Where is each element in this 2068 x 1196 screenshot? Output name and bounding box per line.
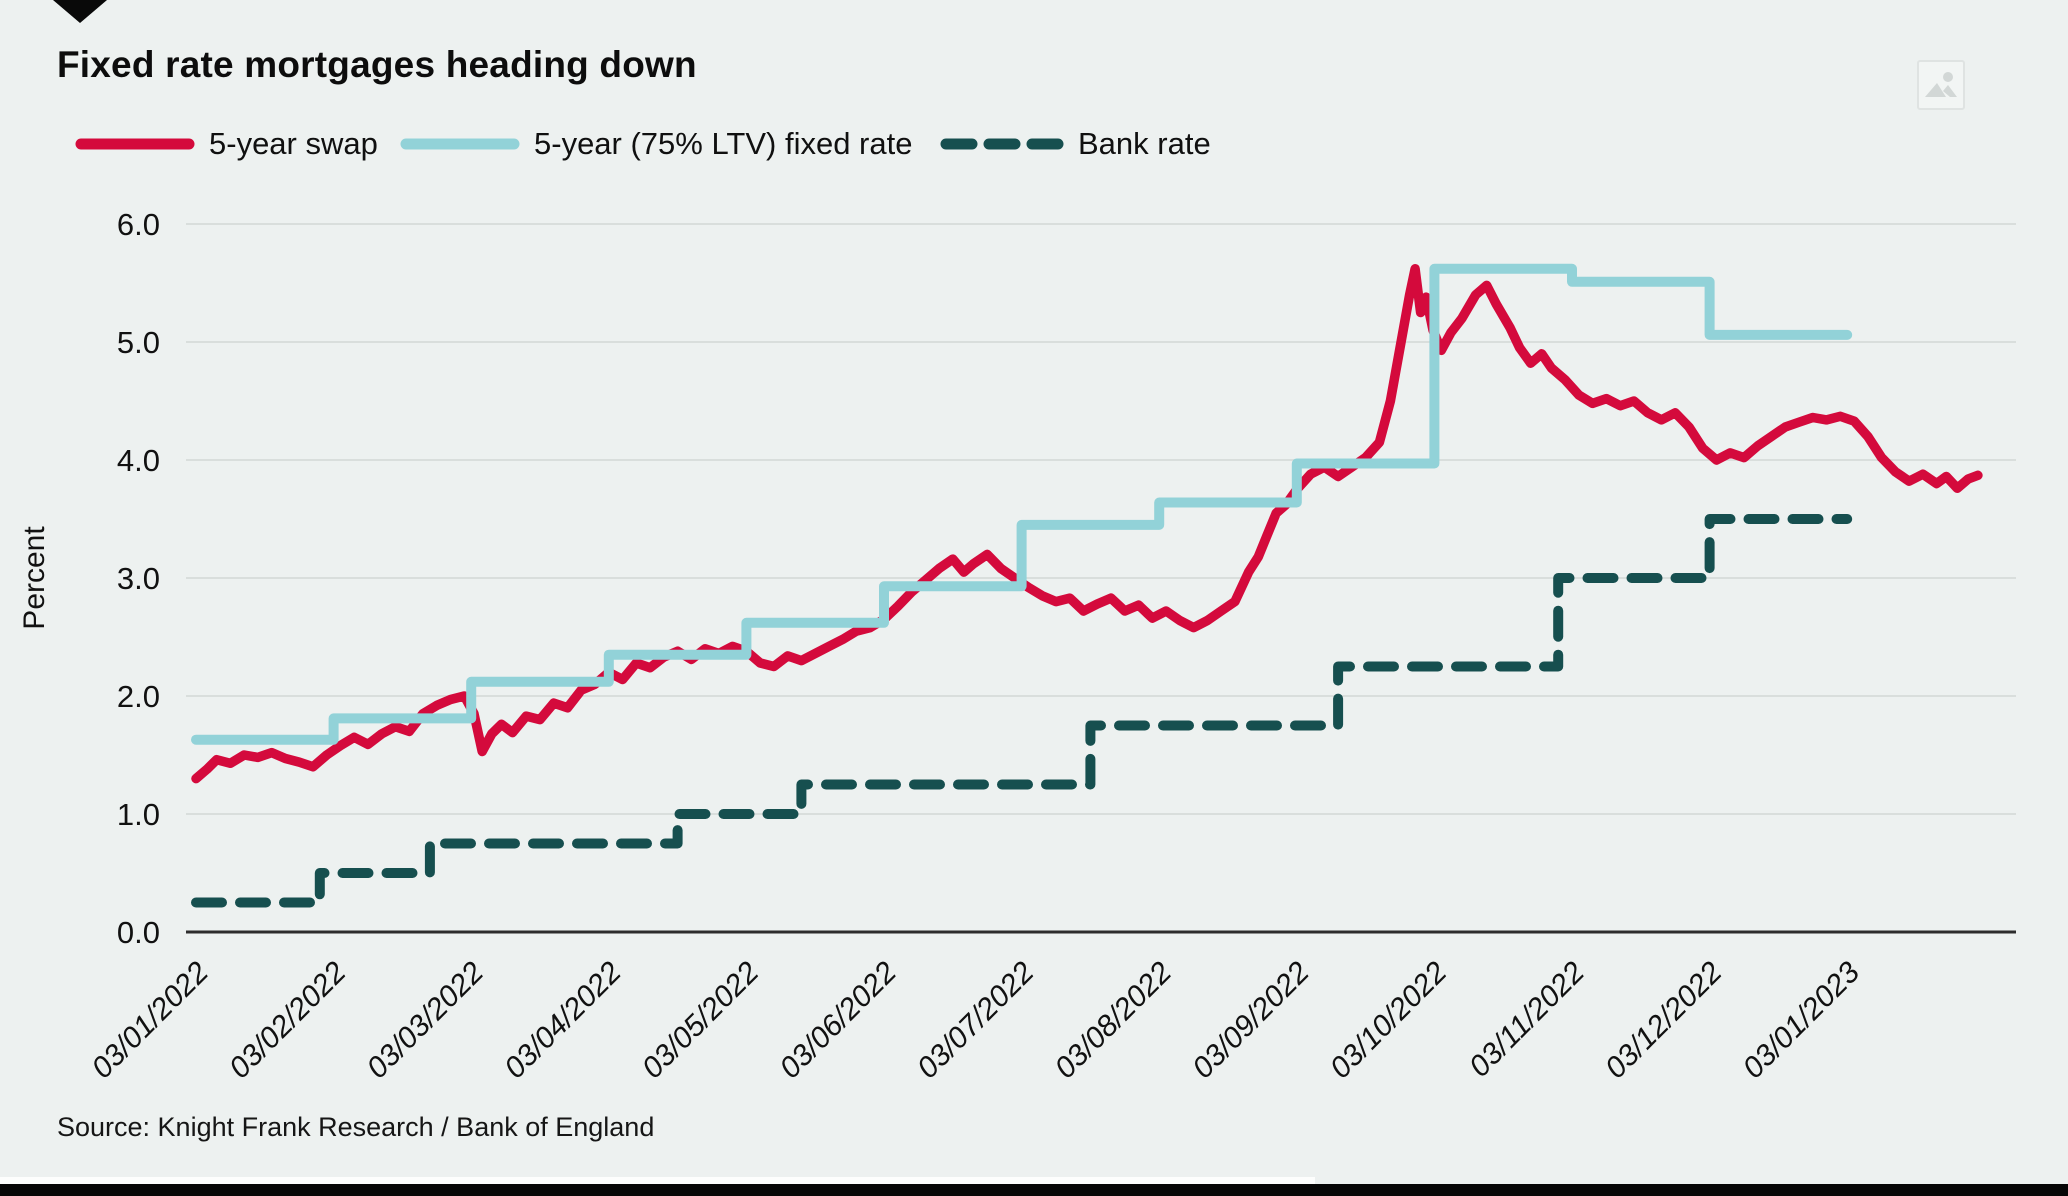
series-5-year-swap bbox=[191, 264, 1983, 784]
x-tick-label: 03/06/2022 bbox=[773, 955, 903, 1085]
image-placeholder-glyph bbox=[1925, 72, 1957, 97]
legend-swatch-solid bbox=[400, 138, 520, 150]
x-tick-label: 03/04/2022 bbox=[498, 955, 628, 1085]
y-tick-label: 3.0 bbox=[117, 561, 160, 596]
x-tick-label: 03/12/2022 bbox=[1599, 955, 1729, 1085]
y-tick-label: 2.0 bbox=[117, 679, 160, 714]
y-tick-label: 0.0 bbox=[117, 915, 160, 950]
x-tick-label: 03/05/2022 bbox=[636, 955, 766, 1085]
legend-label: 5-year swap bbox=[209, 126, 378, 161]
y-tick-label: 5.0 bbox=[117, 325, 160, 360]
bottom-white-strip bbox=[0, 1177, 1315, 1187]
series-bank-rate bbox=[191, 514, 1853, 908]
y-tick-label: 6.0 bbox=[117, 207, 160, 242]
x-tick-label: 03/02/2022 bbox=[223, 955, 353, 1085]
image-placeholder-icon bbox=[1917, 60, 1965, 110]
legend-label: 5-year (75% LTV) fixed rate bbox=[534, 126, 913, 161]
chart-legend: 5-year swap 5-year (75% LTV) fixed rate … bbox=[0, 124, 2068, 164]
down-triangle-icon bbox=[53, 0, 107, 23]
y-tick-label: 1.0 bbox=[117, 797, 160, 832]
page-title: Fixed rate mortgages heading down bbox=[57, 44, 697, 85]
x-tick-label: 03/09/2022 bbox=[1186, 955, 1316, 1085]
x-tick-label: 03/01/2022 bbox=[85, 955, 215, 1085]
bottom-black-bar bbox=[0, 1184, 2068, 1196]
y-axis-title: Percent bbox=[18, 526, 51, 630]
x-tick-label: 03/07/2022 bbox=[911, 955, 1041, 1085]
x-tick-label: 03/08/2022 bbox=[1049, 955, 1179, 1085]
legend-swatch-dashed bbox=[940, 138, 1064, 150]
x-tick-label: 03/10/2022 bbox=[1324, 955, 1454, 1085]
legend-item-fixed-rate: 5-year (75% LTV) fixed rate bbox=[400, 124, 912, 164]
x-tick-label: 03/01/2023 bbox=[1737, 955, 1867, 1085]
legend-swatch-solid bbox=[75, 138, 195, 150]
legend-label: Bank rate bbox=[1078, 126, 1211, 161]
source-attribution: Source: Knight Frank Research / Bank of … bbox=[57, 1112, 655, 1142]
x-tick-label: 03/11/2022 bbox=[1463, 955, 1591, 1083]
legend-item-5-year-swap: 5-year swap bbox=[75, 124, 378, 164]
legend-item-bank-rate: Bank rate bbox=[940, 124, 1211, 164]
y-tick-label: 4.0 bbox=[117, 443, 160, 478]
x-tick-label: 03/03/2022 bbox=[361, 955, 491, 1085]
series-fixed-rate bbox=[191, 263, 1853, 745]
